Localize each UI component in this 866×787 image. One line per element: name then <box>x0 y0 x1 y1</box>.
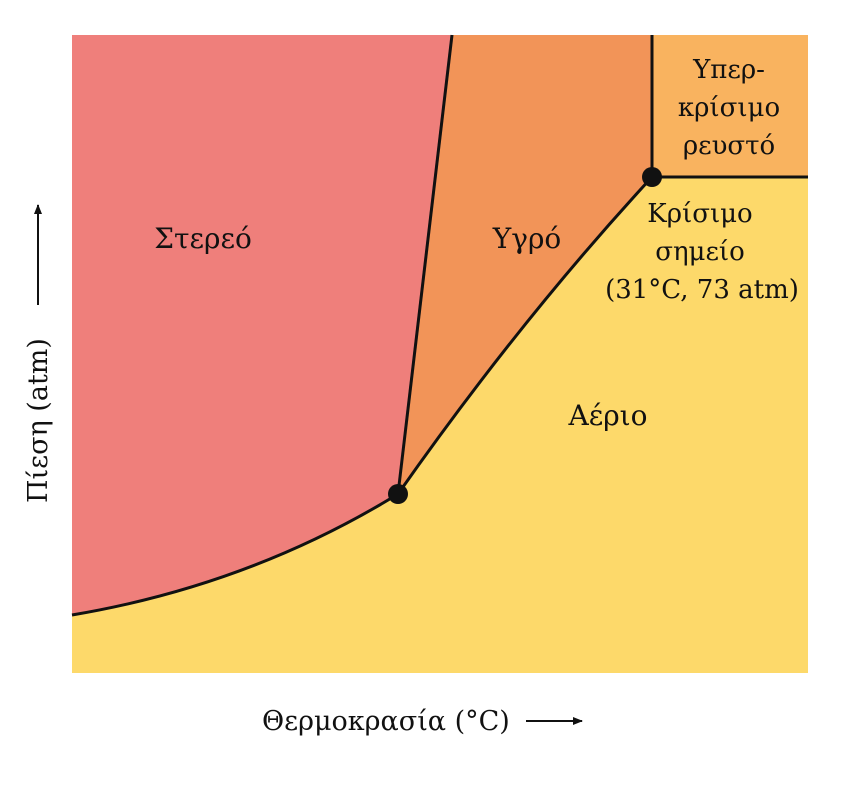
supercritical-label-line-3: ρευστό <box>683 131 775 161</box>
melting-line <box>396 34 454 495</box>
supercritical-region <box>652 35 808 177</box>
solid-label: Στερεό <box>154 222 252 255</box>
solid-region <box>72 35 452 615</box>
x-axis-label: Θερμοκρασία (°C) <box>262 706 510 737</box>
critical-point-label-line-1: Κρίσιμο <box>647 199 752 229</box>
sublimation-curve <box>71 492 399 617</box>
supercritical-label-line-1: Υπερ- <box>692 55 765 85</box>
gas-label: Αέριο <box>567 399 647 432</box>
critical-point-label-line-3: (31°C, 73 atm) <box>605 275 799 305</box>
supercritical-label-line-2: κρίσιμο <box>678 93 780 123</box>
y-axis-label: Πίεση (atm) <box>23 338 54 503</box>
critical-point-label-line-2: σημείο <box>655 237 745 267</box>
liquid-label: Υγρό <box>492 222 562 255</box>
vaporization-curve <box>396 175 654 495</box>
critical-point <box>642 167 662 187</box>
triple-point <box>388 484 408 504</box>
liquid-region <box>398 35 652 494</box>
